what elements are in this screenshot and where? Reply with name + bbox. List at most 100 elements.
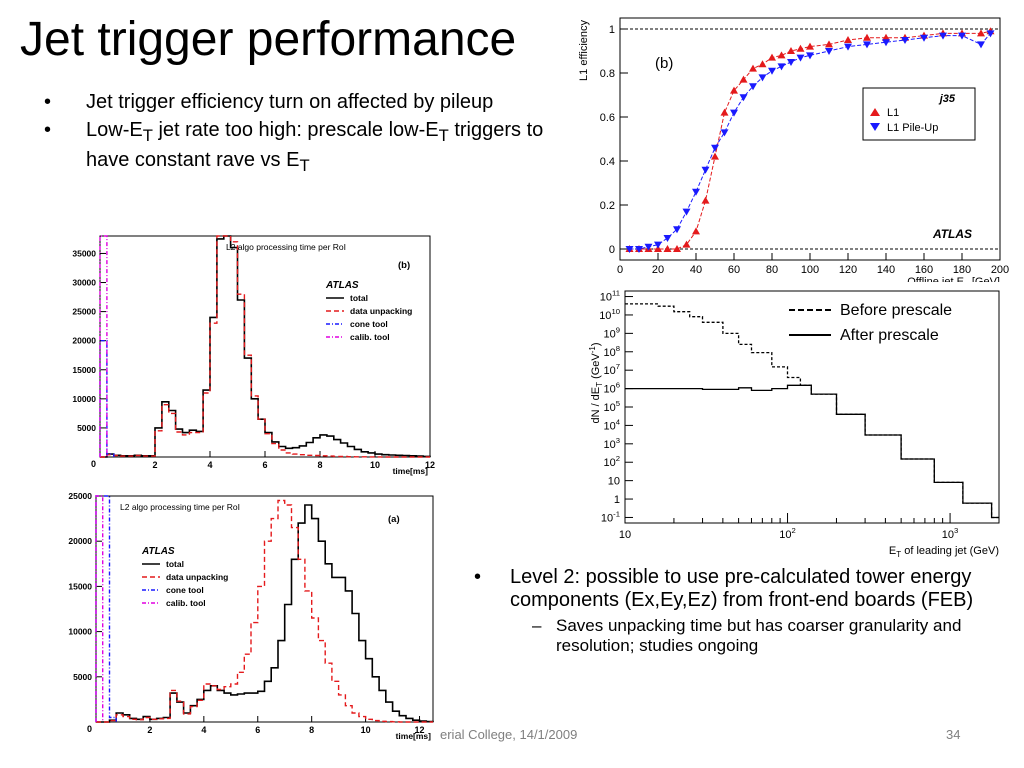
data-point — [644, 243, 653, 251]
plot-frame — [624, 290, 1000, 524]
legend-title: ATLAS — [325, 280, 359, 291]
y-tick-label: 106 — [603, 381, 620, 396]
histogram-data-unpacking — [100, 235, 430, 458]
x-tick-label: 200 — [991, 264, 1009, 276]
y-axis-label: L1 efficiency — [578, 20, 590, 81]
data-point — [673, 245, 681, 252]
y-tick-label: 10 — [608, 476, 620, 488]
bullet-level2: Level 2: possible to use pre-calculated … — [470, 566, 990, 612]
x-tick-label: 120 — [839, 264, 857, 276]
x-tick-label: 12 — [415, 725, 425, 735]
data-point — [663, 245, 672, 252]
legend-entry: data unpacking — [166, 572, 228, 582]
y-tick-label: 5000 — [77, 423, 96, 433]
data-point — [663, 235, 672, 242]
histogram-data-unpacking — [96, 499, 433, 723]
data-point — [711, 144, 719, 152]
data-point — [720, 129, 729, 137]
after-prescale-curve — [625, 384, 999, 519]
data-point — [768, 67, 776, 75]
data-point — [882, 33, 890, 41]
x-tick-label: 80 — [766, 264, 778, 276]
data-point — [986, 30, 995, 38]
data-point — [654, 241, 662, 249]
legend-entry: Before prescale — [840, 302, 952, 319]
x-tick-label: 0 — [87, 724, 92, 734]
x-axis-label: time[ms] — [396, 731, 432, 741]
y-tick-label: 10000 — [72, 394, 96, 404]
y-tick-label: 5000 — [73, 672, 92, 682]
legend-box — [862, 87, 976, 141]
y-tick-label: 1011 — [600, 289, 620, 304]
legend-marker — [870, 108, 880, 116]
legend-title: ATLAS — [141, 546, 175, 557]
y-tick-label: 15000 — [68, 581, 92, 591]
data-point — [844, 36, 852, 43]
data-point — [635, 246, 643, 253]
y-tick-label: 102 — [603, 454, 620, 469]
legend-entry: After prescale — [840, 327, 939, 344]
x-tick-label: 8 — [309, 725, 314, 735]
efficiency-chart: 0 20 40 60 80 100 120 140 160 180 200 0 0.2 0.4 0.6 0.8… — [578, 17, 1009, 282]
x-tick-label: 100 — [801, 264, 819, 276]
x-axis-label: time[ms] — [393, 466, 429, 476]
data-point — [730, 86, 738, 94]
x-tick-label: 10 — [370, 460, 380, 470]
data-point — [806, 52, 814, 60]
histogram-calib-tool — [95, 495, 104, 722]
panel-label: (b) — [398, 260, 410, 271]
data-point — [749, 83, 757, 91]
panel-label: (a) — [388, 514, 400, 525]
x-tick-label: 103 — [942, 526, 959, 541]
y-tick-label: 1 — [609, 24, 615, 36]
legend-marker — [870, 123, 880, 131]
x-tick-label: 8 — [317, 460, 322, 470]
x-tick-label: 102 — [779, 526, 796, 541]
x-tick-label: 180 — [953, 264, 971, 276]
data-point — [711, 152, 719, 160]
legend-entry: total — [350, 293, 368, 303]
data-point — [825, 40, 833, 48]
legend-entry: L1 — [887, 107, 899, 119]
y-tick-label: 0.4 — [600, 156, 615, 168]
chart-title: L2 algo processing time per RoI — [120, 502, 240, 512]
y-tick-label: 107 — [603, 362, 620, 377]
data-point — [758, 74, 767, 82]
y-tick-label: 109 — [603, 325, 620, 340]
data-point — [863, 33, 871, 41]
y-tick-label: 1010 — [599, 307, 620, 322]
legend-entry: data unpacking — [350, 306, 412, 316]
legend-entry: total — [166, 559, 184, 569]
data-point — [796, 44, 805, 52]
data-point — [882, 39, 890, 47]
x-tick-label: 2 — [152, 460, 157, 470]
bullet-prescale: Low-ET jet rate too high: prescale low-E… — [38, 118, 558, 178]
data-point — [768, 53, 776, 61]
y-tick-label: 0 — [609, 244, 615, 256]
top-bullet-list: Jet trigger efficiency turn on affected … — [38, 90, 558, 182]
sub-bullet-unpacking: Saves unpacking time but has coarser gra… — [470, 616, 990, 656]
y-tick-label: 10-1 — [601, 509, 620, 524]
y-tick-label: 0.6 — [600, 112, 615, 124]
footer-text: erial College, 14/1/2009 — [440, 727, 578, 742]
data-point — [977, 29, 985, 37]
y-tick-label: 25000 — [68, 491, 92, 501]
x-tick-label: 0 — [91, 459, 96, 469]
x-tick-label: 160 — [915, 264, 933, 276]
data-point — [939, 32, 947, 40]
chart-title: L2 algo processing time per RoI — [226, 242, 346, 252]
y-tick-label: 0.8 — [600, 68, 615, 80]
y-tick-label: 105 — [603, 399, 620, 414]
data-point — [701, 166, 710, 174]
x-tick-label: 60 — [728, 264, 740, 276]
y-tick-label: 15000 — [72, 365, 96, 375]
data-point — [692, 227, 700, 235]
legend-entry: cone tool — [350, 319, 388, 329]
y-tick-label: 10000 — [68, 627, 92, 637]
data-point — [625, 246, 634, 253]
atlas-label: ATLAS — [932, 227, 972, 241]
data-point — [863, 41, 871, 49]
data-point — [739, 75, 748, 83]
data-point — [739, 94, 748, 102]
data-point — [749, 64, 757, 72]
